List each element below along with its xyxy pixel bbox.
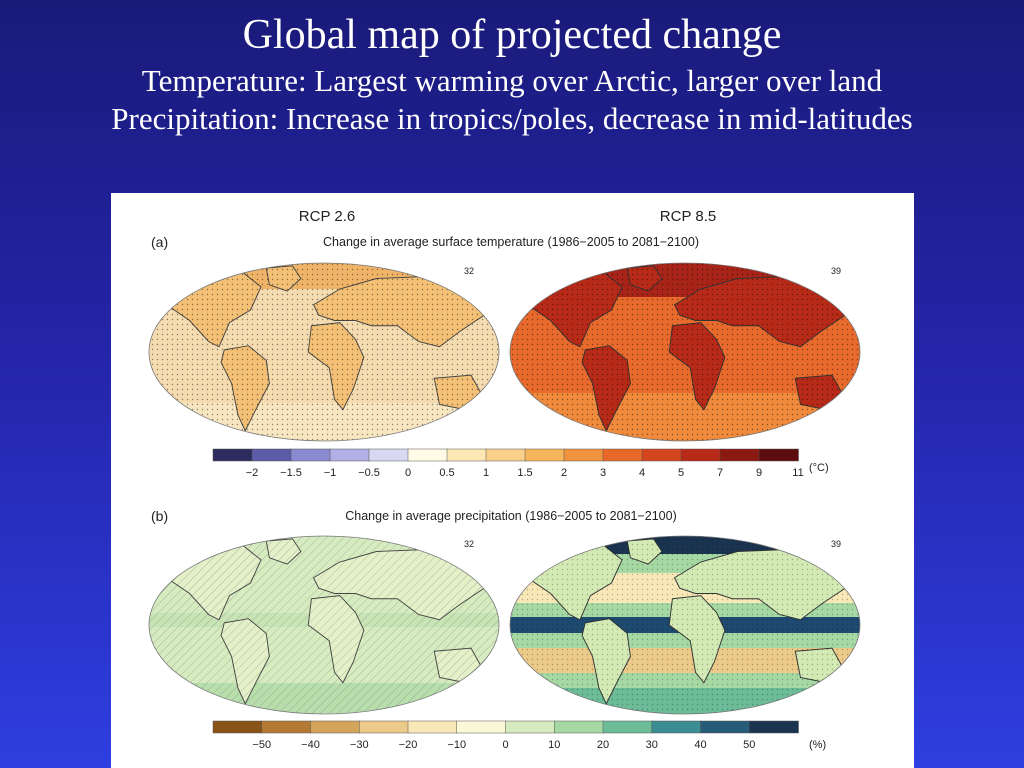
precipitation-colorbar-tick-label: −10 <box>447 739 466 751</box>
temperature-colorbar-tick-label: 1 <box>483 467 489 479</box>
panel-a-count-rcp26: 32 <box>464 266 474 276</box>
precipitation-colorbar-swatch <box>651 720 702 734</box>
temperature-colorbar-tick-label: 11 <box>792 467 803 479</box>
slide-title: Global map of projected change <box>242 12 782 58</box>
temperature-colorbar: −2 −1.5 −1 −0.5 0 0.5 1 1.5 2 3 4 5 7 9 11 <box>212 448 804 479</box>
panel-a-count-rcp85: 39 <box>831 266 841 276</box>
precipitation-colorbar-tick-label: −20 <box>399 739 418 751</box>
temperature-colorbar-swatch <box>641 448 682 462</box>
subtitle-temperature-line: Temperature: Largest warming over Arctic… <box>141 63 883 98</box>
panel-a-title: Change in average surface temperature (1… <box>323 235 699 249</box>
temperature-colorbar-swatch <box>524 448 565 462</box>
scenario-label-rcp85: RCP 8.5 <box>660 208 716 225</box>
precipitation-colorbar-tick-label: 40 <box>694 739 706 751</box>
temperature-colorbar-tick-label: 0 <box>405 467 411 479</box>
temperature-colorbar-swatch <box>251 448 292 462</box>
precipitation-colorbar-tick-label: 10 <box>548 739 560 751</box>
temperature-colorbar-tick-label: 1.5 <box>517 467 532 479</box>
temperature-colorbar-swatch <box>602 448 643 462</box>
temperature-colorbar-swatch <box>212 448 253 462</box>
panel-b-count-rcp26: 32 <box>464 539 474 549</box>
precipitation-colorbar-swatch <box>456 720 507 734</box>
precipitation-colorbar-swatch <box>505 720 555 734</box>
temperature-colorbar-swatch <box>368 448 409 462</box>
temperature-colorbar-tick-label: 3 <box>600 467 606 479</box>
temperature-colorbar-tick-label: 4 <box>639 467 645 479</box>
scenario-label-rcp26: RCP 2.6 <box>299 208 355 225</box>
temperature-colorbar-tick-label: −0.5 <box>358 467 380 479</box>
precipitation-colorbar-swatch <box>554 720 604 734</box>
precipitation-colorbar-swatch <box>602 720 653 734</box>
precipitation-colorbar-swatch <box>359 720 409 734</box>
ipcc-figure: RCP 2.6 RCP 8.5 (a) Change in average su… <box>111 193 914 768</box>
precipitation-colorbar-swatch <box>261 720 312 734</box>
map-temperature-rcp85 <box>510 263 860 441</box>
precipitation-colorbar: −50 −40 −30 −20 −10 0 10 20 30 40 50 <box>212 720 799 751</box>
temperature-colorbar-tick-label: −1.5 <box>280 467 302 479</box>
temperature-colorbar-swatch <box>407 448 448 462</box>
ipcc-figure-svg: RCP 2.6 RCP 8.5 (a) Change in average su… <box>148 208 861 751</box>
precipitation-colorbar-swatch <box>212 720 263 734</box>
precipitation-colorbar-tick-label: −50 <box>252 739 271 751</box>
panel-b-title: Change in average precipitation (1986−20… <box>345 509 677 523</box>
temperature-colorbar-tick-label: −1 <box>324 467 337 479</box>
precipitation-colorbar-tick-label: 50 <box>743 739 755 751</box>
panel-a-label: (a) <box>151 234 168 250</box>
precipitation-unit: (%) <box>809 739 826 751</box>
map-precipitation-rcp85 <box>510 536 860 714</box>
temperature-colorbar-tick-label: 5 <box>678 467 684 479</box>
temperature-colorbar-swatch <box>329 448 370 462</box>
subtitle-precipitation-line: Precipitation: Increase in tropics/poles… <box>111 101 913 136</box>
temperature-colorbar-swatch <box>563 448 604 462</box>
slide-subtitle: Temperature: Largest warming over Arctic… <box>40 62 984 138</box>
precipitation-colorbar-tick-label: −40 <box>301 739 320 751</box>
temperature-colorbar-tick-label: 2 <box>561 467 567 479</box>
precipitation-colorbar-tick-label: −30 <box>350 739 369 751</box>
precipitation-colorbar-swatch <box>749 720 799 734</box>
temperature-colorbar-swatch <box>680 448 721 462</box>
panel-b-label: (b) <box>151 508 168 524</box>
temperature-colorbar-swatch <box>446 448 487 462</box>
temperature-colorbar-swatch <box>290 448 331 462</box>
temperature-colorbar-swatch <box>485 448 526 462</box>
temperature-colorbar-tick-label: −2 <box>246 467 259 479</box>
panel-b-count-rcp85: 39 <box>831 539 841 549</box>
temperature-colorbar-swatch <box>719 448 760 462</box>
temperature-colorbar-tick-label: 9 <box>756 467 762 479</box>
map-temperature-rcp26 <box>149 263 499 441</box>
precipitation-colorbar-tick-label: 20 <box>597 739 609 751</box>
precipitation-colorbar-swatch <box>407 720 458 734</box>
precipitation-colorbar-swatch <box>310 720 360 734</box>
map-precipitation-rcp26 <box>149 536 499 714</box>
temperature-unit: (°C) <box>809 462 829 474</box>
precipitation-colorbar-swatch <box>700 720 750 734</box>
temperature-colorbar-tick-label: 0.5 <box>439 467 454 479</box>
precipitation-colorbar-tick-label: 0 <box>502 739 508 751</box>
temperature-colorbar-tick-label: 7 <box>717 467 723 479</box>
temperature-colorbar-swatch <box>758 448 799 462</box>
precipitation-colorbar-tick-label: 30 <box>646 739 658 751</box>
